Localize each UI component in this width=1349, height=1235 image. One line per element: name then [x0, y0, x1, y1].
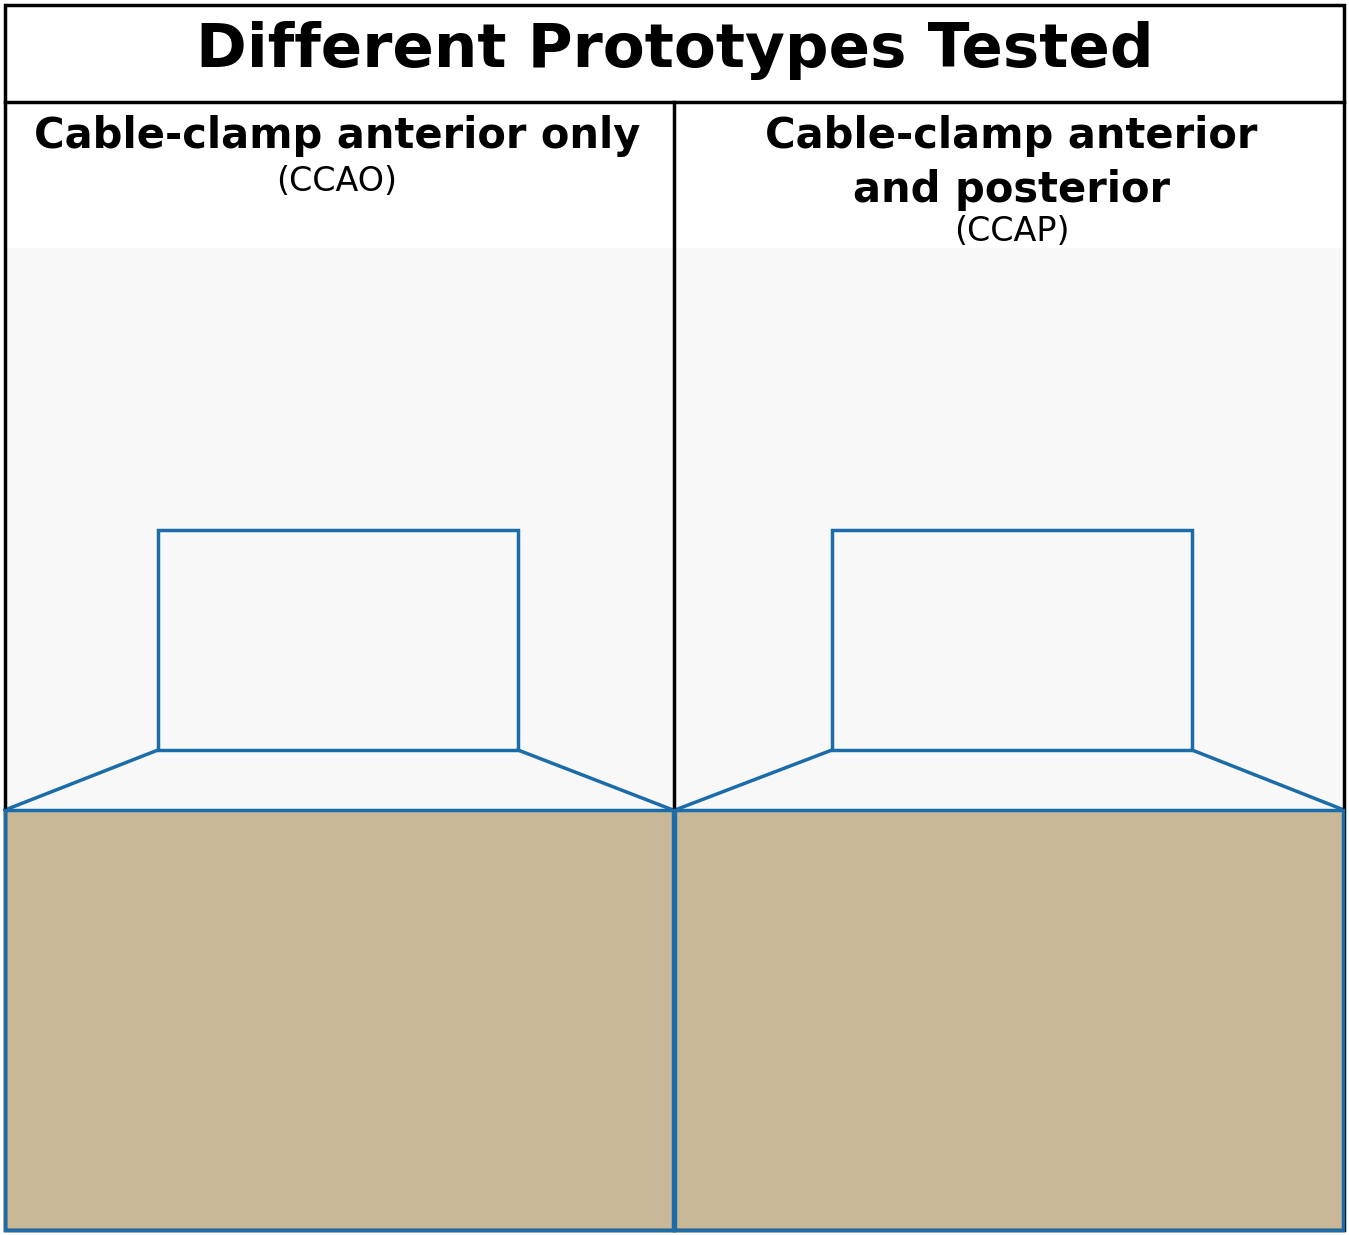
Bar: [674, 248, 1344, 475]
Text: (CCAO): (CCAO): [277, 165, 398, 198]
Bar: [158, 530, 518, 750]
Bar: [674, 810, 1344, 1230]
Bar: [5, 810, 673, 1230]
Bar: [674, 475, 1344, 846]
Text: (CCAP): (CCAP): [954, 215, 1070, 248]
Bar: [832, 530, 1193, 750]
Bar: [5, 810, 673, 1230]
Text: Cable-clamp anterior
and posterior: Cable-clamp anterior and posterior: [765, 115, 1257, 210]
Text: Cable-clamp anterior only: Cable-clamp anterior only: [34, 115, 641, 157]
Bar: [674, 810, 1344, 1230]
Text: Different Prototypes Tested: Different Prototypes Tested: [196, 21, 1153, 80]
Bar: [5, 475, 673, 846]
Bar: [5, 248, 673, 475]
